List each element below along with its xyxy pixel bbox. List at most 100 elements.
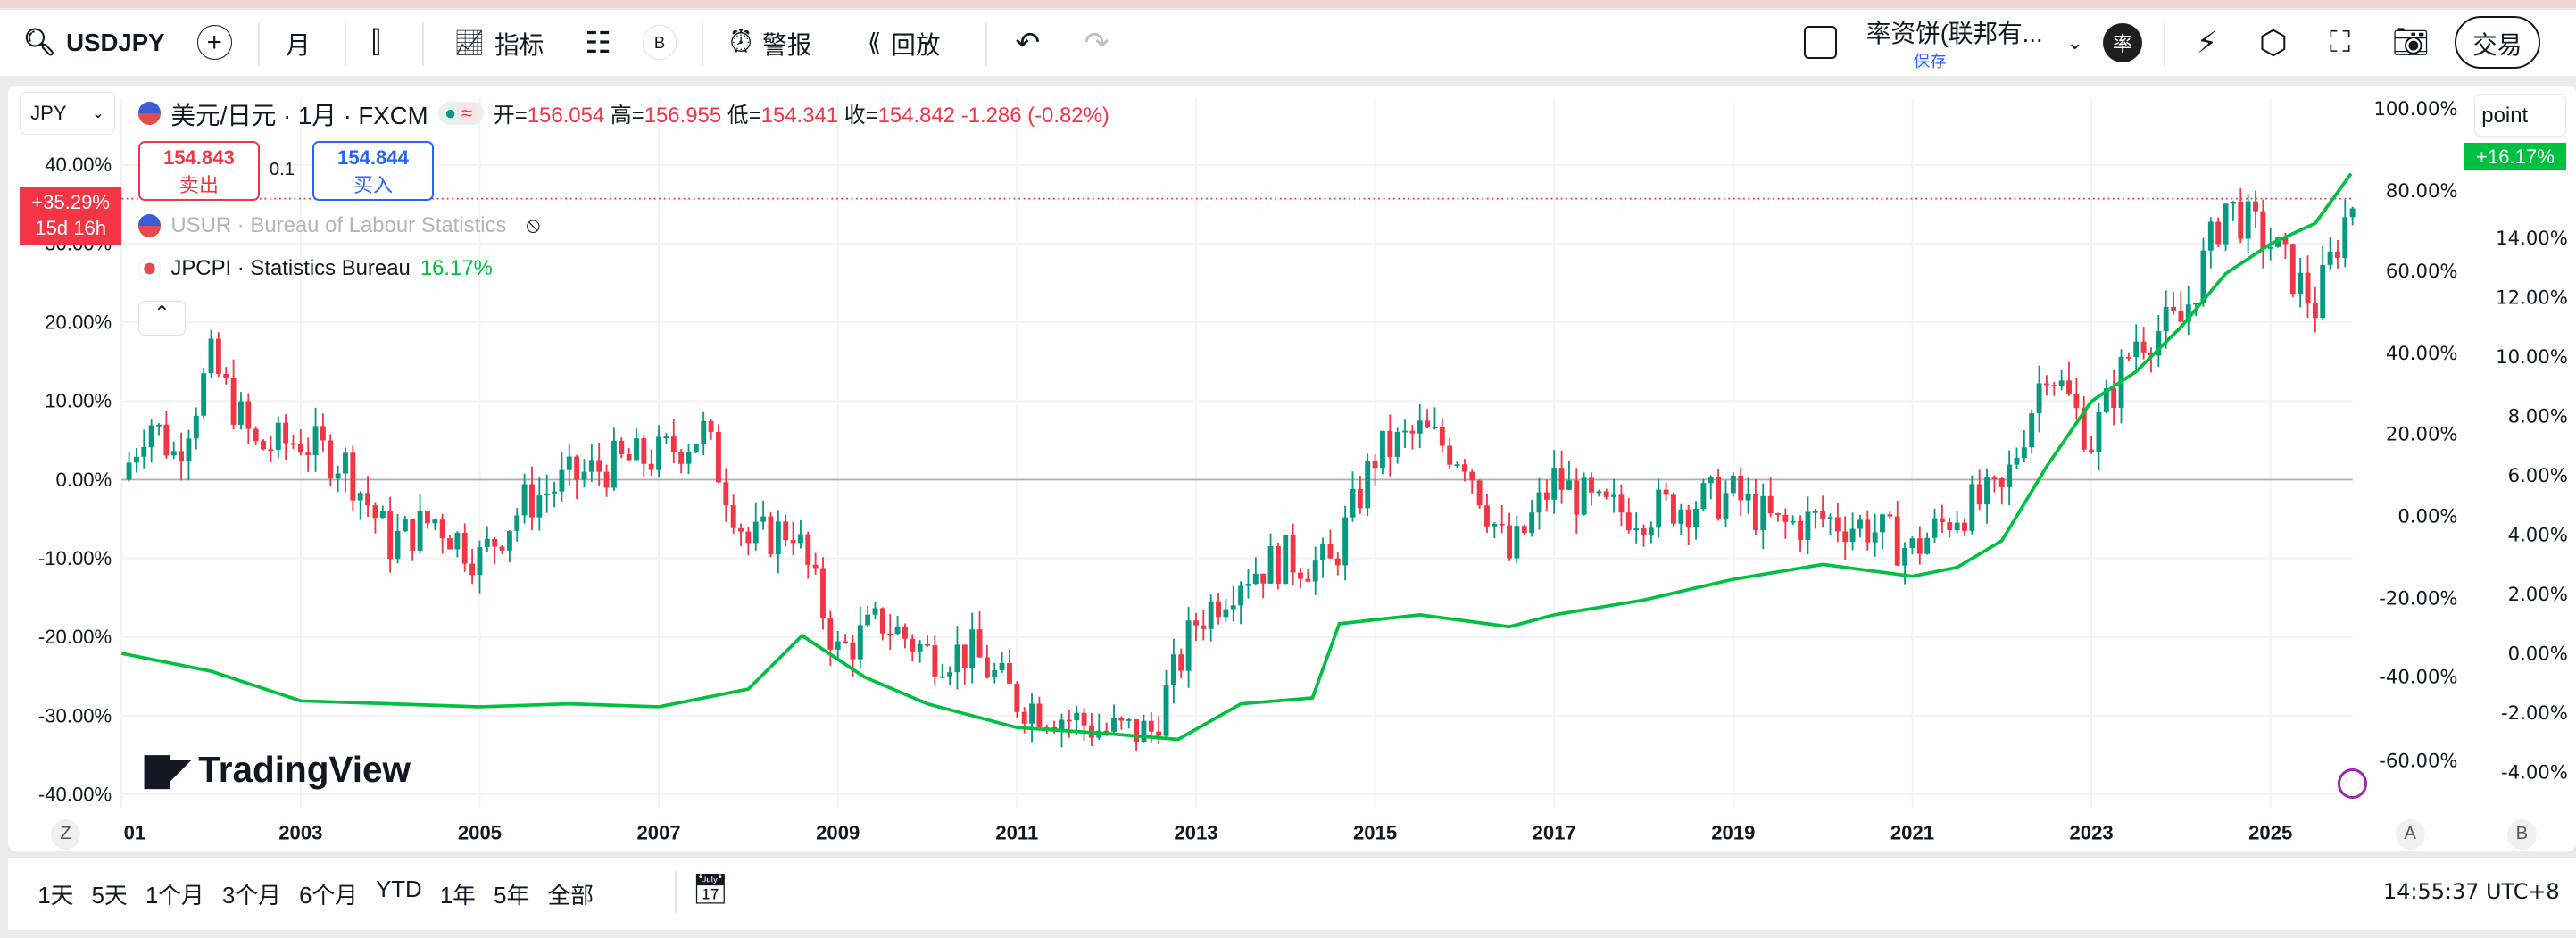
- range-7[interactable]: 5年: [494, 883, 530, 909]
- alert-button[interactable]: ⏰︎ 警报: [729, 10, 811, 76]
- candle-body: [1730, 475, 1736, 494]
- range-8[interactable]: 全部: [547, 883, 594, 909]
- clock-timezone[interactable]: 14:55:37 UTC+8: [2383, 878, 2560, 904]
- range-2[interactable]: 1个月: [145, 883, 204, 909]
- candle-body: [424, 511, 430, 524]
- layouts-grid-icon[interactable]: ☷: [585, 26, 611, 60]
- quick-search-icon[interactable]: ⚡︎: [2196, 26, 2218, 60]
- interval-button[interactable]: 月: [286, 30, 311, 59]
- range-3[interactable]: 3个月: [222, 883, 281, 909]
- candle-body: [1103, 730, 1109, 733]
- left-axis-label: -30.00%: [38, 704, 112, 726]
- candle-body: [1283, 535, 1289, 585]
- candle-body: [2058, 380, 2065, 387]
- zoom-z-button[interactable]: Z: [51, 819, 81, 850]
- symbol-search-button[interactable]: 🔍︎ USDJPY: [23, 10, 165, 76]
- events-icon[interactable]: [2338, 768, 2368, 799]
- candle-body: [1156, 731, 1162, 736]
- layout-name-button[interactable]: 率资饼(联邦有... 保存: [1866, 10, 2043, 76]
- candle-body: [193, 415, 199, 439]
- trade-button[interactable]: 交易: [2454, 10, 2540, 76]
- candle-body: [1163, 685, 1169, 736]
- settings-hexagon-icon[interactable]: ⬡: [2258, 24, 2288, 62]
- x-tick-label: 2021: [1890, 822, 1934, 844]
- redo-icon[interactable]: ↷: [1084, 26, 1109, 60]
- candle-body: [186, 438, 192, 462]
- candle-body: [1880, 514, 1885, 533]
- x-tick-label: 2005: [458, 822, 502, 844]
- unit-select[interactable]: point: [2473, 93, 2566, 137]
- candle-body: [1201, 625, 1207, 629]
- candle-body: [1298, 572, 1303, 579]
- candle-body: [1372, 460, 1378, 469]
- range-5[interactable]: YTD: [376, 876, 422, 902]
- candle-body: [2043, 383, 2049, 386]
- candle-body: [245, 401, 252, 429]
- candle-body: [1685, 509, 1691, 527]
- candle-body: [716, 431, 721, 483]
- range-4[interactable]: 6个月: [299, 883, 358, 909]
- candle-body: [163, 424, 170, 456]
- layout-checkbox[interactable]: [1803, 10, 1838, 76]
- indicators-button[interactable]: 📈︎ 指标: [453, 10, 544, 76]
- replay-button[interactable]: ⟪ 回放: [868, 10, 941, 76]
- save-status: 保存: [1913, 51, 1947, 71]
- candle-body: [1327, 544, 1334, 559]
- range-1[interactable]: 5天: [91, 883, 128, 909]
- range-0[interactable]: 1天: [37, 883, 74, 909]
- candle-body: [1738, 475, 1744, 501]
- jpcpi-legend[interactable]: JPCPI · Statistics Bureau 16.17%: [137, 256, 493, 281]
- tradingview-watermark: ▇◤ TradingView: [144, 749, 411, 791]
- candle-body: [1998, 478, 2005, 487]
- candle-body: [611, 440, 617, 488]
- axis-b-button[interactable]: B: [2506, 819, 2537, 850]
- fullscreen-icon[interactable]: ⛶: [2329, 25, 2351, 59]
- axis-a-button[interactable]: A: [2395, 819, 2425, 850]
- candle-body: [439, 519, 445, 539]
- price-chart[interactable]: 01 2003 2005 2007 2009 2011 2013 2015 2017 2019 20…: [0, 0, 2576, 854]
- chart-type-candles-icon[interactable]: ⫿: [370, 25, 381, 59]
- goto-date-calendar-icon[interactable]: 📅︎: [691, 873, 729, 907]
- candle-body: [1976, 484, 1982, 505]
- range-6[interactable]: 1年: [439, 883, 476, 909]
- x-tick-label: 2009: [816, 822, 860, 844]
- candle-body: [2342, 217, 2348, 258]
- series-title[interactable]: 美元/日元 · 1月 · FXCM: [170, 101, 428, 129]
- candle-body: [1350, 488, 1356, 518]
- usur-legend[interactable]: USUR · Bureau of Labour Statistics ⦸: [137, 213, 541, 238]
- camera-icon[interactable]: 📷︎: [2391, 26, 2430, 60]
- candle-body: [2215, 221, 2222, 245]
- candle-body: [1216, 601, 1221, 618]
- badge-b-button[interactable]: B: [642, 10, 677, 76]
- alarm-clock-icon: ⏰︎: [729, 25, 753, 59]
- sell-button[interactable]: 154.843 卖出: [137, 141, 261, 201]
- candle-body: [320, 426, 326, 441]
- candle-body: [1760, 495, 1766, 530]
- candle-body: [619, 440, 625, 454]
- candle-body: [1834, 517, 1841, 532]
- candle-body: [783, 521, 789, 541]
- candle-body: [1954, 522, 1960, 531]
- price-badge: +35.29% 15d 16h: [20, 187, 122, 245]
- candle-body: [1178, 654, 1184, 671]
- undo-icon[interactable]: ↶: [1015, 26, 1041, 60]
- buy-button[interactable]: 154.844 买入: [312, 141, 435, 201]
- candle-body: [1432, 427, 1438, 429]
- candle-body: [745, 531, 752, 544]
- candle-body: [648, 463, 654, 470]
- axis-b-label: 4.00%: [2508, 524, 2568, 546]
- candle-body: [230, 378, 237, 425]
- chevron-down-icon[interactable]: ⌄: [2066, 30, 2083, 54]
- symbol-label: USDJPY: [66, 28, 165, 56]
- axis-b-label: 14.00%: [2496, 227, 2568, 249]
- candle-body: [357, 493, 363, 501]
- eye-hidden-icon[interactable]: ⦸: [526, 213, 541, 238]
- candle-body: [1394, 432, 1400, 457]
- collapse-legend-button[interactable]: ⌃: [137, 300, 187, 336]
- candle-body: [1641, 528, 1647, 535]
- compare-add-button[interactable]: +: [196, 10, 232, 76]
- candle-body: [484, 538, 490, 547]
- candle-body: [999, 662, 1005, 670]
- currency-select[interactable]: JPY ⌄: [20, 92, 115, 135]
- avatar[interactable]: 率: [2102, 10, 2143, 76]
